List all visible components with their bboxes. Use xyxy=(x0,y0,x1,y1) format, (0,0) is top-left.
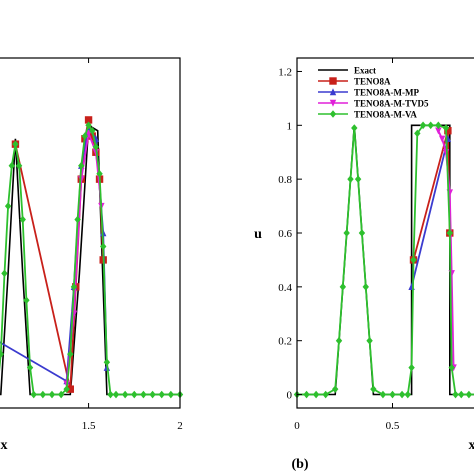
y-tick-label: 0.4 xyxy=(278,282,292,294)
data-point xyxy=(404,390,411,399)
panel-label: (b) xyxy=(291,457,308,472)
data-point xyxy=(458,390,465,399)
data-point xyxy=(1,269,8,278)
data-point xyxy=(362,283,369,291)
x-axis-label: x xyxy=(1,438,8,453)
y-tick-label: 1 xyxy=(287,120,293,132)
data-point xyxy=(57,390,65,399)
data-point xyxy=(379,390,387,399)
data-point xyxy=(158,390,165,399)
x-tick-label: 0 xyxy=(294,420,300,432)
data-point xyxy=(465,390,473,399)
data-point xyxy=(354,175,362,183)
legend-label: TENO8A-M-VA xyxy=(354,110,417,120)
data-point xyxy=(70,283,78,291)
data-point xyxy=(23,296,30,305)
data-point xyxy=(15,161,23,170)
plot-frame xyxy=(0,57,181,409)
data-point xyxy=(303,390,310,399)
data-point xyxy=(398,390,406,399)
data-point xyxy=(343,229,350,237)
data-point xyxy=(39,390,47,399)
data-point xyxy=(442,124,450,132)
y-tick-label: 1.2 xyxy=(278,66,292,78)
data-point xyxy=(78,161,85,170)
data-point xyxy=(370,385,377,393)
data-point xyxy=(358,229,366,237)
data-point xyxy=(81,132,89,140)
data-point xyxy=(448,363,455,372)
legend-label: TENO8A-M-TVD5 xyxy=(354,99,429,109)
y-tick-label: 0.8 xyxy=(278,174,292,186)
data-point xyxy=(427,121,434,130)
data-point xyxy=(446,229,453,237)
data-point xyxy=(389,390,396,399)
data-point xyxy=(30,390,37,399)
data-point xyxy=(414,129,421,138)
data-point xyxy=(351,124,358,132)
data-point xyxy=(12,140,19,148)
data-point xyxy=(149,390,156,399)
legend-marker xyxy=(329,99,337,107)
legend-marker xyxy=(329,88,337,96)
legend-label: TENO8A xyxy=(354,77,391,87)
data-point xyxy=(366,336,373,345)
data-point xyxy=(92,143,100,151)
data-point xyxy=(452,390,459,399)
x-axis-label: x xyxy=(469,438,474,453)
y-tick-label: 0.2 xyxy=(278,336,292,348)
data-point xyxy=(121,390,129,399)
data-point xyxy=(103,358,111,367)
data-point xyxy=(89,126,96,135)
data-point xyxy=(48,390,56,399)
data-point xyxy=(435,127,442,135)
data-point xyxy=(322,390,329,399)
legend-label: Exact xyxy=(354,66,376,76)
data-point xyxy=(19,215,26,224)
data-point xyxy=(100,242,107,251)
series-line-teno8a-m-va xyxy=(297,124,474,396)
legend-marker xyxy=(329,110,337,118)
data-point xyxy=(140,390,147,399)
x-tick-label: 0.5 xyxy=(386,420,400,432)
data-point xyxy=(131,390,138,399)
y-axis-label: u xyxy=(254,227,262,242)
data-point xyxy=(8,161,15,170)
legend-label: TENO8A-M-MP xyxy=(354,88,419,98)
data-point xyxy=(312,390,320,399)
data-point xyxy=(438,135,446,143)
data-point xyxy=(107,390,114,399)
data-point xyxy=(0,350,4,358)
y-tick-label: 0 xyxy=(287,390,293,402)
data-point xyxy=(63,385,70,393)
data-point xyxy=(332,385,339,393)
series-line-teno8a-m-mp xyxy=(0,125,108,383)
y-tick-label: 0.6 xyxy=(278,228,292,240)
data-point xyxy=(26,363,34,372)
data-point xyxy=(347,175,354,183)
data-point xyxy=(67,350,74,358)
x-tick-label: 1.5 xyxy=(82,420,96,432)
data-point xyxy=(74,215,81,224)
data-point xyxy=(408,363,415,372)
series-line-teno8a-m-mp xyxy=(410,138,449,288)
data-point xyxy=(4,202,12,210)
data-point xyxy=(435,121,442,130)
data-point xyxy=(96,169,103,178)
data-point xyxy=(335,336,343,345)
data-point xyxy=(419,121,427,130)
data-point xyxy=(410,256,417,264)
data-point xyxy=(339,283,347,291)
legend-marker xyxy=(329,77,337,85)
data-point xyxy=(112,390,120,399)
series-line-exact xyxy=(0,123,180,396)
data-point xyxy=(85,121,92,130)
data-point xyxy=(167,390,175,399)
x-tick-label: 2 xyxy=(177,420,183,432)
